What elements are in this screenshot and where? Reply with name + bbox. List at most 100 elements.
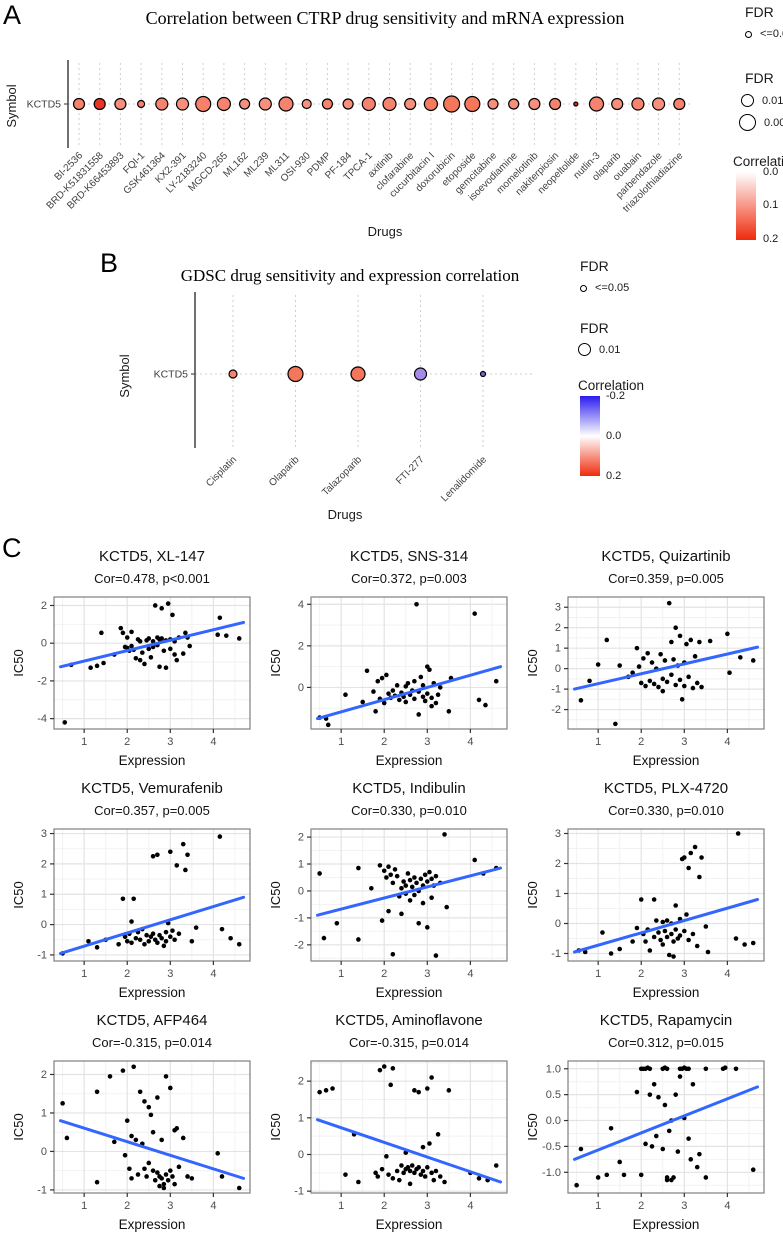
scatter-point: [150, 1168, 156, 1173]
scatter-point: [94, 663, 100, 669]
scatter-point: [483, 702, 488, 708]
scatter-point: [390, 1176, 396, 1181]
scatter-point: [412, 696, 417, 702]
scatter-point: [86, 938, 91, 944]
scatter-point: [660, 676, 666, 682]
scatter-point: [133, 655, 139, 661]
regression-line: [58, 620, 246, 669]
scatter-point: [124, 938, 130, 944]
scatter-title: KCTD5, AFP464: [97, 1012, 208, 1029]
scatter-point: [146, 1104, 152, 1110]
plot-panel: [568, 1061, 764, 1193]
scatter-point: [189, 1176, 195, 1181]
scatter-point: [60, 1101, 65, 1106]
scatter-point: [142, 942, 147, 947]
x-tick-label: 2: [381, 1200, 387, 1212]
y-tick-label: 3: [555, 602, 561, 614]
bubble-OSI-930: [301, 98, 312, 110]
scatter-point: [112, 1139, 117, 1145]
y-tick-label: 1: [298, 859, 304, 871]
scatter-point: [405, 1165, 411, 1170]
scatter-point: [317, 871, 322, 876]
scatter-point: [142, 661, 147, 667]
plot-border: [53, 1060, 251, 1194]
bubble-ML162: [239, 98, 251, 110]
scatter-point: [679, 697, 685, 702]
scatter-point: [617, 946, 622, 952]
scatter-point: [669, 931, 674, 937]
scatter-point: [390, 688, 396, 693]
x-tick-label: 4: [467, 1200, 473, 1212]
scatter-point: [677, 1074, 683, 1079]
scatter-point: [694, 680, 700, 686]
scatter-point: [688, 850, 694, 856]
scatter-point: [165, 1178, 171, 1183]
scatter-point: [654, 1133, 659, 1139]
x-tick-label: 1: [338, 968, 344, 980]
scatter-point: [649, 1144, 655, 1149]
bubble-LY-2183240: [195, 95, 212, 113]
panel-a-title: Correlation between CTRP drug sensitivit…: [145, 8, 625, 28]
scatter-point: [433, 953, 439, 958]
scatter-point: [168, 849, 173, 855]
regression-line: [315, 866, 503, 917]
scatter-point: [394, 683, 400, 688]
scatter-point: [429, 703, 434, 709]
scatter-point: [493, 678, 499, 684]
scatter-point: [394, 873, 400, 879]
y-tick-label: 0: [555, 918, 561, 930]
scatter-point: [582, 949, 588, 955]
y-tick-label: -2: [37, 675, 47, 687]
y-tick-label: -4: [37, 713, 47, 725]
bubble-ML239: [258, 97, 272, 111]
scatter-point: [420, 1144, 426, 1150]
scatter-point: [405, 871, 411, 876]
scatter-point: [146, 938, 152, 944]
plot-border: [567, 828, 765, 962]
bubble-Cisplatin: [228, 369, 238, 379]
scatter-point: [660, 919, 666, 925]
scatter-point: [418, 1172, 424, 1177]
x-axis-title: Expression: [376, 985, 443, 1000]
x-tick-label: 4: [210, 736, 216, 748]
scatter-point: [442, 1179, 447, 1185]
scatter-point: [630, 939, 635, 944]
x-tick-label: 2: [638, 736, 644, 748]
legend-fdr-title: FDR: [580, 258, 609, 274]
scatter-point: [388, 872, 393, 878]
regression-line: [58, 895, 246, 955]
bubble-doxorubicin: [443, 95, 461, 113]
scatter-title: KCTD5, Indibulin: [352, 780, 465, 797]
bubble-nutlin-3: [588, 96, 605, 112]
scatter-point: [172, 1181, 177, 1187]
scatter-point: [425, 1086, 430, 1091]
scatter-point: [390, 880, 396, 886]
scatter-point: [148, 1112, 154, 1118]
plot-border: [567, 596, 765, 730]
scatter-point: [690, 1081, 696, 1087]
scatter-point: [163, 1172, 169, 1177]
scatter-point: [401, 879, 406, 884]
scatter-point: [163, 665, 169, 671]
scatter-point: [124, 1118, 130, 1123]
y-axis-title: IC50: [11, 881, 26, 908]
scatter-point: [643, 939, 648, 944]
y-axis-title: IC50: [268, 1113, 283, 1140]
scatter-point: [416, 712, 421, 717]
scatter-point: [638, 680, 644, 686]
scatter-point: [170, 612, 175, 618]
scatter-point: [180, 841, 186, 847]
scatter-point: [144, 1174, 149, 1179]
scatter-point: [692, 844, 698, 850]
scatter-point: [476, 1176, 482, 1181]
scatter-point: [638, 897, 644, 902]
scatter-point: [675, 1149, 681, 1154]
scatter-point: [727, 670, 732, 676]
y-tick-label: 3: [41, 828, 47, 840]
fdr-001-circle-icon: [578, 343, 591, 356]
scatter-point: [189, 938, 195, 944]
scatter-point: [414, 880, 419, 886]
scatter-point: [118, 625, 124, 631]
x-tick-label: 2: [124, 736, 130, 748]
y-axis-title: IC50: [268, 881, 283, 908]
